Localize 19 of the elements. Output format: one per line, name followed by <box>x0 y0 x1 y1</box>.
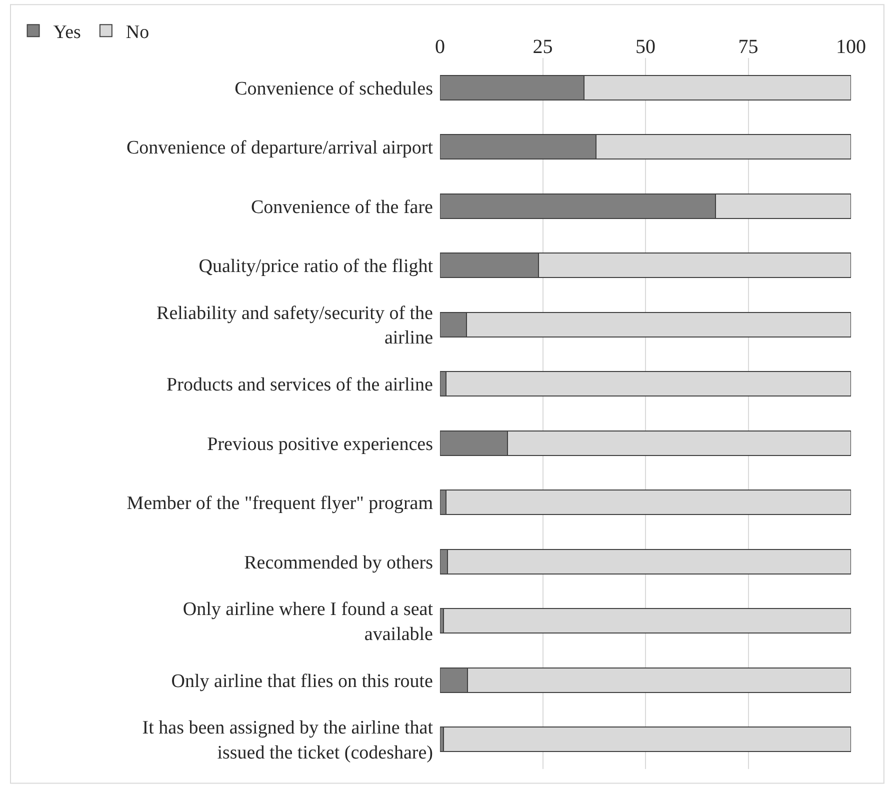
x-tick-label: 75 <box>738 36 758 58</box>
y-tick-label: Reliability and safety/security of the airline <box>156 302 433 349</box>
x-tick-label: 0 <box>435 36 445 58</box>
y-tick-label: Only airline where I found a seat available <box>182 599 434 645</box>
x-tick-label: 50 <box>636 36 656 58</box>
legend-label: Yes <box>53 22 81 44</box>
y-tick-label: Products and services of the airline <box>166 374 433 396</box>
y-tick-label: Recommended by others <box>244 552 433 574</box>
y-tick-label: Member of the "frequent flyer" program <box>126 493 434 514</box>
y-tick-label: Convenience of departure/arrival airport <box>126 138 434 159</box>
y-tick-label: Quality/price ratio of the flight <box>198 256 434 278</box>
x-tick-label: 25 <box>532 36 553 58</box>
y-tick-label: Only airline that flies on this route <box>171 670 433 692</box>
legend-label: No <box>126 22 150 44</box>
y-tick-label: It has been assigned by the airline that issued the ticket (codeshare) <box>142 718 434 764</box>
y-tick-label: Convenience of the fare <box>251 196 433 218</box>
y-tick-label: Convenience of schedules <box>234 78 433 100</box>
y-tick-label: Previous positive experiences <box>207 434 433 455</box>
x-tick-label: 100 <box>836 36 866 58</box>
